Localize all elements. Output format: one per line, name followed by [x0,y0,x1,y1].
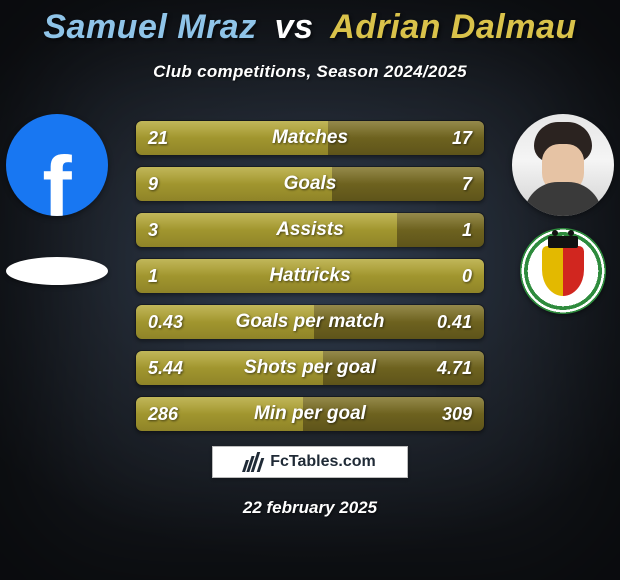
stat-bar: 5.44Shots per goal4.71 [135,350,485,386]
stat-bar: 0.43Goals per match0.41 [135,304,485,340]
stat-bar: 286Min per goal309 [135,396,485,432]
subtitle: Club competitions, Season 2024/2025 [0,62,620,82]
title-player1: Samuel Mraz [43,8,256,46]
title: Samuel Mraz vs Adrian Dalmau [0,8,620,47]
player1-club-badge [6,257,108,285]
stat-value-right: 0.41 [437,305,472,339]
stat-label: Min per goal [136,397,484,431]
stat-bar: 21Matches17 [135,120,485,156]
stat-bar: 3Assists1 [135,212,485,248]
stat-label: Goals per match [136,305,484,339]
player1-column: f [2,114,112,304]
fctables-text: FcTables.com [270,453,376,471]
comparison-card: Samuel Mraz vs Adrian Dalmau Club compet… [0,0,620,580]
player2-club [512,238,614,304]
stat-value-right: 309 [442,397,472,431]
facebook-icon: f [42,144,71,216]
fctables-mark-icon [244,452,264,472]
stat-label: Matches [136,121,484,155]
stat-value-right: 17 [452,121,472,155]
title-vs: vs [275,8,314,46]
player2-club-badge [520,228,606,314]
stat-value-right: 0 [462,259,472,293]
stat-label: Assists [136,213,484,247]
stat-value-right: 7 [462,167,472,201]
stat-label: Hattricks [136,259,484,293]
player2-column [508,114,618,304]
stat-label: Goals [136,167,484,201]
stat-bar: 1Hattricks0 [135,258,485,294]
title-player2: Adrian Dalmau [330,8,576,46]
stats-bars: 21Matches179Goals73Assists11Hattricks00.… [135,120,485,432]
player1-avatar: f [6,114,108,216]
stat-bar: 9Goals7 [135,166,485,202]
player2-avatar [512,114,614,216]
player1-club [6,238,108,304]
stat-value-right: 4.71 [437,351,472,385]
stat-label: Shots per goal [136,351,484,385]
date-label: 22 february 2025 [0,498,620,518]
stat-value-right: 1 [462,213,472,247]
fctables-logo: FcTables.com [212,446,408,478]
